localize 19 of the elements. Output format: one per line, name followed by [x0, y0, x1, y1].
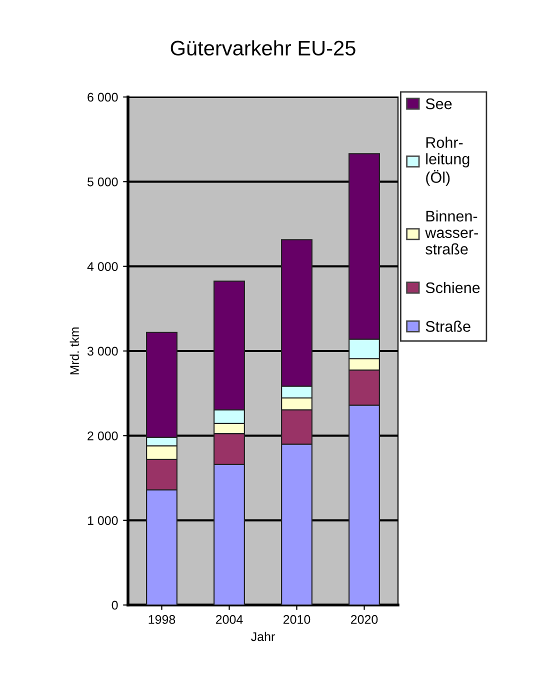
y-tick-label: 4 000 [87, 262, 118, 271]
legend-label: See [426, 98, 452, 110]
y-tick-label: 5 000 [88, 177, 118, 186]
x-tick-label: 2010 [283, 615, 310, 624]
legend-label: Binnen- wasser- straße [425, 210, 478, 254]
x-tick-label: 2020 [350, 615, 378, 624]
x-axis-title: Jahr [251, 632, 275, 642]
legend-label: Schiene [426, 282, 480, 294]
x-tick-label: 2004 [216, 615, 243, 624]
y-tick-label: 1 000 [88, 516, 118, 525]
y-tick-label: 3 000 [87, 346, 118, 356]
legend-label: Straße [426, 320, 470, 332]
x-tick-label: 1998 [148, 615, 176, 624]
legend-label: Rohr- leitung (Öl) [426, 136, 470, 186]
chart-title: Gütervarkehr EU-25 [170, 40, 356, 56]
y-tick-label: 0 [112, 600, 118, 610]
y-tick-label: 2 000 [88, 431, 118, 440]
y-axis-title: Mrd. tkm [70, 328, 79, 374]
y-tick-label: 6 000 [88, 92, 118, 102]
